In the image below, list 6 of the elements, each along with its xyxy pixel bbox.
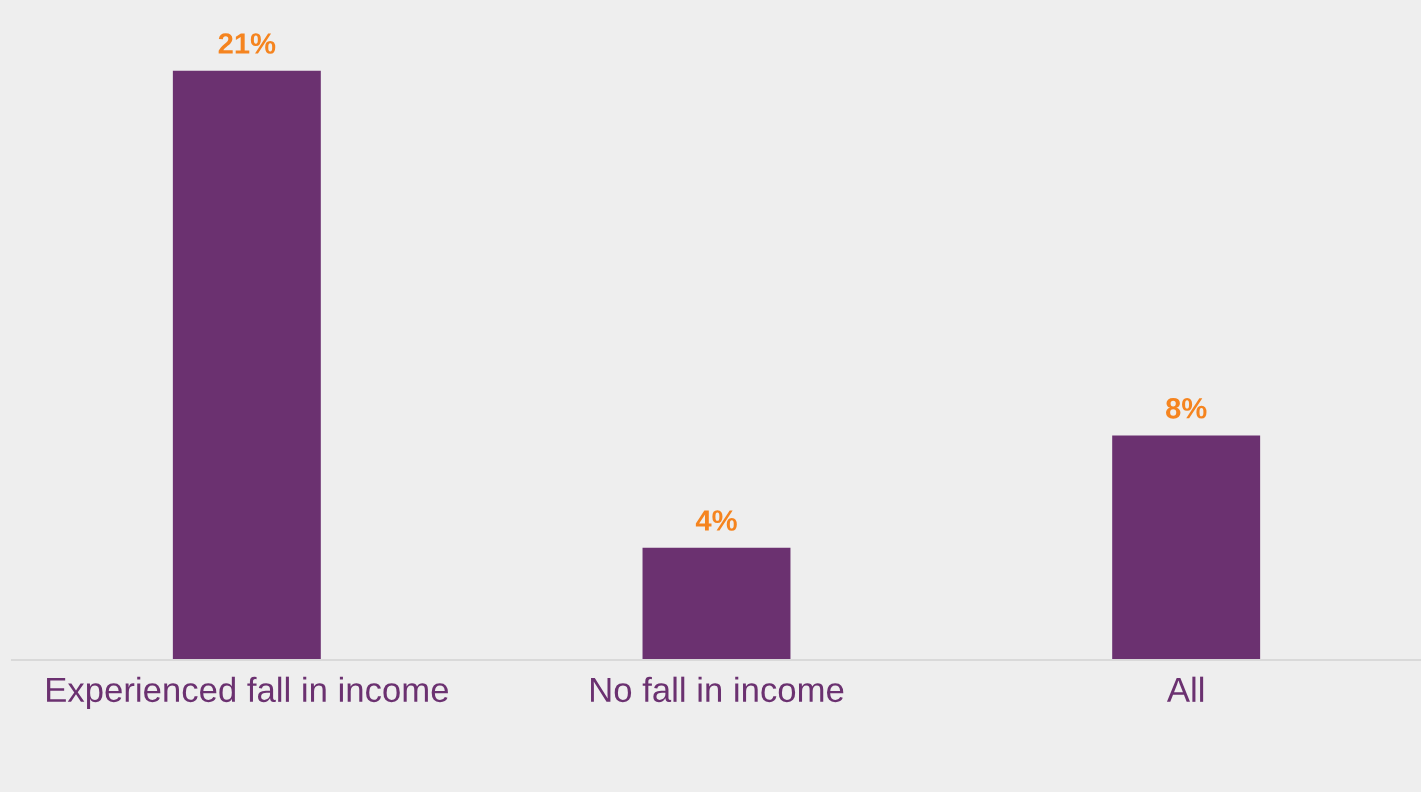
x-tick-label: All [1166,676,1204,702]
data-label: 8% [1166,397,1207,419]
x-tick-label: Experienced fall in income [47,676,448,710]
data-label: 4% [695,510,737,531]
data-label: 21% [218,33,276,54]
x-tick-label: No fall in income [591,676,844,703]
